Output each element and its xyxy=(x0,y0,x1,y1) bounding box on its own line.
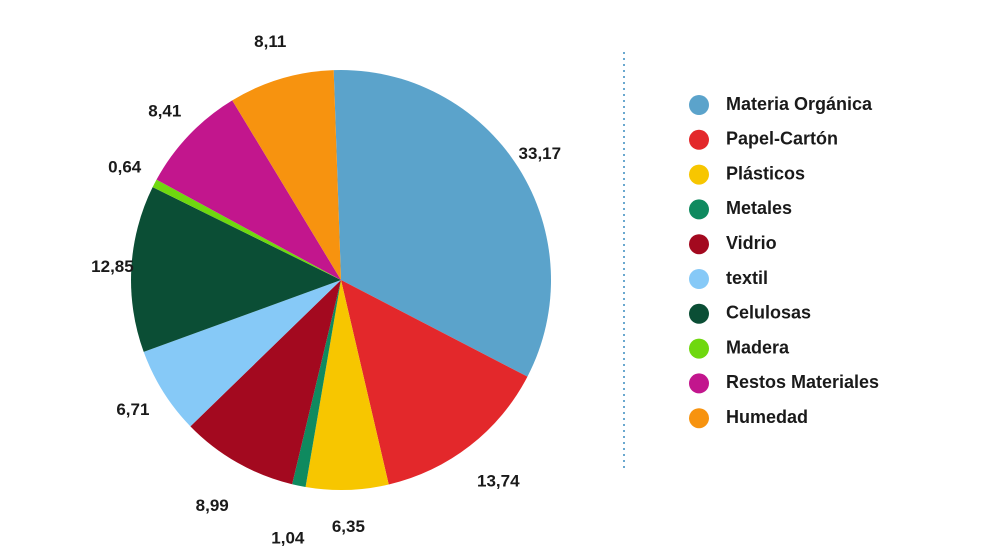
legend-item-materia-organica: Materia Orgánica xyxy=(689,94,873,115)
legend-item-madera: Madera xyxy=(689,337,790,359)
legend: Materia Orgánica Papel-Cartón Plásticos Met… xyxy=(689,94,879,429)
legend-item-papel-carton: Papel-Cartón xyxy=(689,129,838,150)
pie-value-label-textil: 6,71 xyxy=(116,400,149,419)
legend-item-vidrio: Vidrio xyxy=(689,233,777,255)
pie-slice-celulosas xyxy=(131,187,341,352)
legend-swatch-plasticos xyxy=(689,164,709,185)
pie-slice-vidrio xyxy=(190,280,341,485)
legend-swatch-celulosas xyxy=(689,303,709,324)
legend-label-vidrio: Vidrio xyxy=(726,233,777,253)
legend-item-textil: textil xyxy=(689,268,768,289)
legend-label-madera: Madera xyxy=(726,337,790,357)
pie-slice-humedad xyxy=(232,70,341,280)
pie-slice-plasticos xyxy=(305,280,389,490)
legend-label-celulosas: Celulosas xyxy=(726,303,811,323)
legend-label-materia-organica: Materia Orgánica xyxy=(726,94,873,114)
pie-value-label-papel-carton: 13,74 xyxy=(477,472,520,491)
pie-value-label-humedad: 8,11 xyxy=(254,32,286,51)
pie-slice-papel-carton xyxy=(341,280,528,485)
legend-swatch-madera xyxy=(689,338,709,359)
pie-value-label-vidrio: 8,99 xyxy=(196,496,229,515)
legend-swatch-humedad xyxy=(689,408,709,429)
legend-swatch-textil xyxy=(689,269,709,289)
legend-item-metales: Metales xyxy=(689,198,792,220)
pie-value-label-celulosas: 12,85 xyxy=(91,257,134,276)
legend-item-humedad: Humedad xyxy=(689,407,808,429)
legend-label-humedad: Humedad xyxy=(726,407,808,427)
pie-value-label-metales: 1,04 xyxy=(271,529,305,546)
pie-value-label-plasticos: 6,35 xyxy=(332,517,365,536)
pie-value-label-materia-organica: 33,17 xyxy=(519,144,562,163)
legend-item-restos-materiales: Restos Materiales xyxy=(689,372,879,394)
pie-slice-materia-organica xyxy=(333,70,551,377)
legend-swatch-vidrio xyxy=(689,234,709,255)
pie-slice-textil xyxy=(143,280,341,427)
legend-label-restos-materiales: Restos Materiales xyxy=(726,372,879,392)
legend-swatch-restos-materiales xyxy=(689,373,709,394)
legend-label-metales: Metales xyxy=(726,198,792,218)
legend-label-papel-carton: Papel-Cartón xyxy=(726,129,838,149)
pie-value-label-madera: 0,64 xyxy=(108,157,142,176)
pie-slice-metales xyxy=(292,280,341,487)
legend-label-plasticos: Plásticos xyxy=(726,163,805,183)
pie-slices xyxy=(131,70,551,490)
pie-value-label-restos-materiales: 8,41 xyxy=(148,101,181,120)
pie-value-labels: 33,17 13,74 6,35 1,04 8,99 6,71 12,85 0,64 8,41 8… xyxy=(91,32,561,546)
pie-slice-madera xyxy=(152,179,341,280)
legend-item-celulosas: Celulosas xyxy=(689,303,811,324)
legend-swatch-materia-organica xyxy=(689,95,709,115)
legend-swatch-papel-carton xyxy=(689,129,709,150)
pie-slice-restos-materiales xyxy=(156,100,341,280)
legend-label-textil: textil xyxy=(726,268,768,288)
legend-item-plasticos: Plásticos xyxy=(689,163,805,185)
legend-swatch-metales xyxy=(689,199,709,220)
